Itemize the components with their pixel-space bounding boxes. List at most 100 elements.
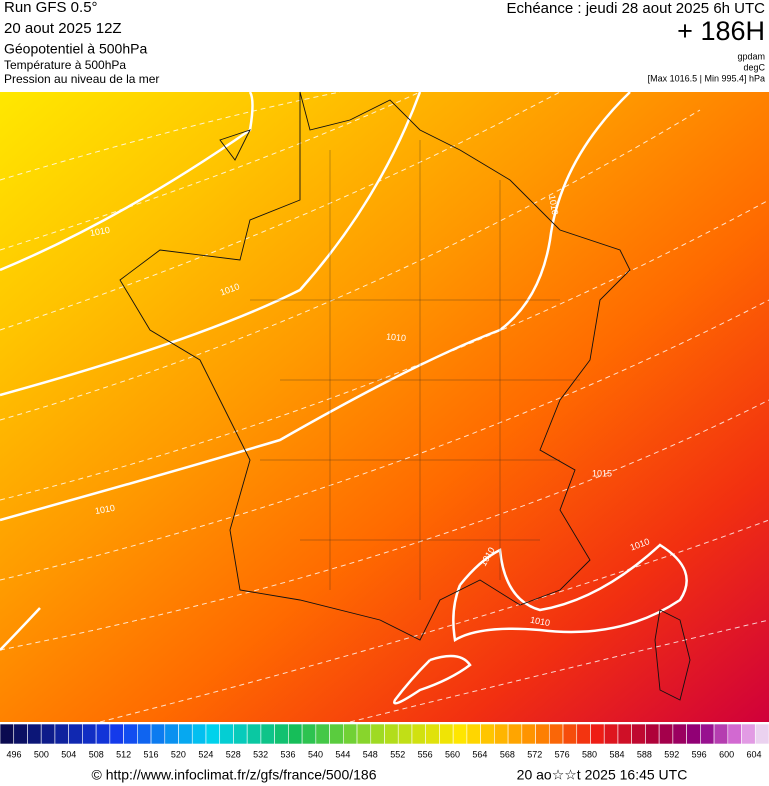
color-swatch xyxy=(631,723,646,745)
color-swatch xyxy=(343,723,358,745)
color-swatch xyxy=(439,723,454,745)
color-swatch xyxy=(40,723,56,745)
color-swatch xyxy=(137,723,152,745)
color-swatch xyxy=(672,723,687,745)
coastlines xyxy=(119,91,691,701)
param: Température à 500hPa xyxy=(4,58,126,72)
run-title: Run GFS 0.5° xyxy=(4,0,98,16)
contour-label: 1015 xyxy=(592,468,612,478)
color-swatch xyxy=(301,723,317,745)
color-label: 596 xyxy=(692,749,707,759)
color-label: 520 xyxy=(171,749,186,759)
color-label: 556 xyxy=(418,749,433,759)
color-swatch xyxy=(288,723,303,745)
color-swatch xyxy=(754,723,769,745)
color-label: 604 xyxy=(746,749,761,759)
color-label: 532 xyxy=(253,749,268,759)
color-swatch xyxy=(150,723,166,745)
color-swatch xyxy=(68,723,83,745)
color-swatch xyxy=(548,723,564,745)
color-swatch xyxy=(535,723,550,745)
color-swatch xyxy=(109,723,124,745)
color-label: 600 xyxy=(719,749,734,759)
color-label: 552 xyxy=(390,749,405,759)
color-swatch xyxy=(713,723,729,745)
color-swatch xyxy=(617,723,632,745)
color-swatch xyxy=(164,723,179,745)
color-swatch xyxy=(315,723,330,745)
color-swatch xyxy=(480,723,495,745)
color-label: 496 xyxy=(6,749,21,759)
contour-label: 1010 xyxy=(529,615,550,628)
color-swatch xyxy=(233,723,248,745)
color-swatch xyxy=(397,723,413,745)
color-label: 536 xyxy=(281,749,296,759)
color-swatch xyxy=(452,723,468,745)
color-swatch xyxy=(576,723,591,745)
color-label: 592 xyxy=(664,749,679,759)
color-label: 544 xyxy=(335,749,350,759)
temperature-field xyxy=(0,92,769,722)
color-label: 568 xyxy=(500,749,515,759)
color-swatch xyxy=(425,723,440,745)
color-swatch xyxy=(590,723,605,745)
issue-date: 20 ao☆☆t 2025 16:45 UTC xyxy=(517,767,688,783)
color-swatch xyxy=(329,723,344,745)
color-swatch xyxy=(507,723,523,745)
unit: gpdam xyxy=(737,51,765,61)
contour-label: 1010 xyxy=(89,225,110,238)
color-swatch xyxy=(178,723,193,745)
color-label: 540 xyxy=(308,749,323,759)
color-label: 516 xyxy=(144,749,159,759)
color-label: 580 xyxy=(582,749,597,759)
borders xyxy=(250,140,580,600)
param: Géopotentiel à 500hPa xyxy=(4,41,147,57)
color-label: 588 xyxy=(637,749,652,759)
color-label: 576 xyxy=(555,749,570,759)
color-swatch xyxy=(246,723,262,745)
color-label: 508 xyxy=(89,749,104,759)
color-swatch xyxy=(494,723,509,745)
color-label: 512 xyxy=(116,749,131,759)
color-swatch xyxy=(384,723,399,745)
color-swatch xyxy=(370,723,385,745)
color-swatch xyxy=(123,723,138,745)
color-label: 572 xyxy=(527,749,542,759)
color-swatch xyxy=(82,723,97,745)
source-url: © http://www.infoclimat.fr/z/gfs/france/… xyxy=(92,767,377,783)
color-swatch xyxy=(54,723,69,745)
color-swatch xyxy=(356,723,372,745)
color-label: 548 xyxy=(363,749,378,759)
color-swatch xyxy=(700,723,715,745)
color-swatch xyxy=(466,723,481,745)
color-label: 528 xyxy=(226,749,241,759)
color-label: 564 xyxy=(472,749,487,759)
color-swatch xyxy=(95,723,111,745)
isobars xyxy=(0,91,688,705)
color-swatch xyxy=(658,723,674,745)
unit: degC xyxy=(743,62,765,72)
color-label: 524 xyxy=(198,749,213,759)
color-swatch xyxy=(727,723,742,745)
color-label: 560 xyxy=(445,749,460,759)
param: Pression au niveau de la mer xyxy=(4,72,159,86)
color-label: 500 xyxy=(34,749,49,759)
color-swatch xyxy=(13,723,28,745)
contour-label: 1010 xyxy=(94,503,115,516)
contour-label: 1010 xyxy=(386,332,407,344)
color-swatch xyxy=(645,723,660,745)
color-swatch xyxy=(191,723,207,745)
color-swatch xyxy=(521,723,536,745)
color-swatch xyxy=(0,723,15,745)
echeance: Echéance : jeudi 28 aout 2025 6h UTC xyxy=(506,0,765,17)
color-label: 584 xyxy=(609,749,624,759)
color-swatch xyxy=(205,723,221,745)
color-swatch xyxy=(260,723,275,745)
color-swatch xyxy=(274,723,289,745)
color-swatch xyxy=(603,723,619,745)
color-swatch xyxy=(562,723,578,745)
color-swatch xyxy=(411,723,426,745)
unit: [Max 1016.5 | Min 995.4] hPa xyxy=(648,73,765,83)
